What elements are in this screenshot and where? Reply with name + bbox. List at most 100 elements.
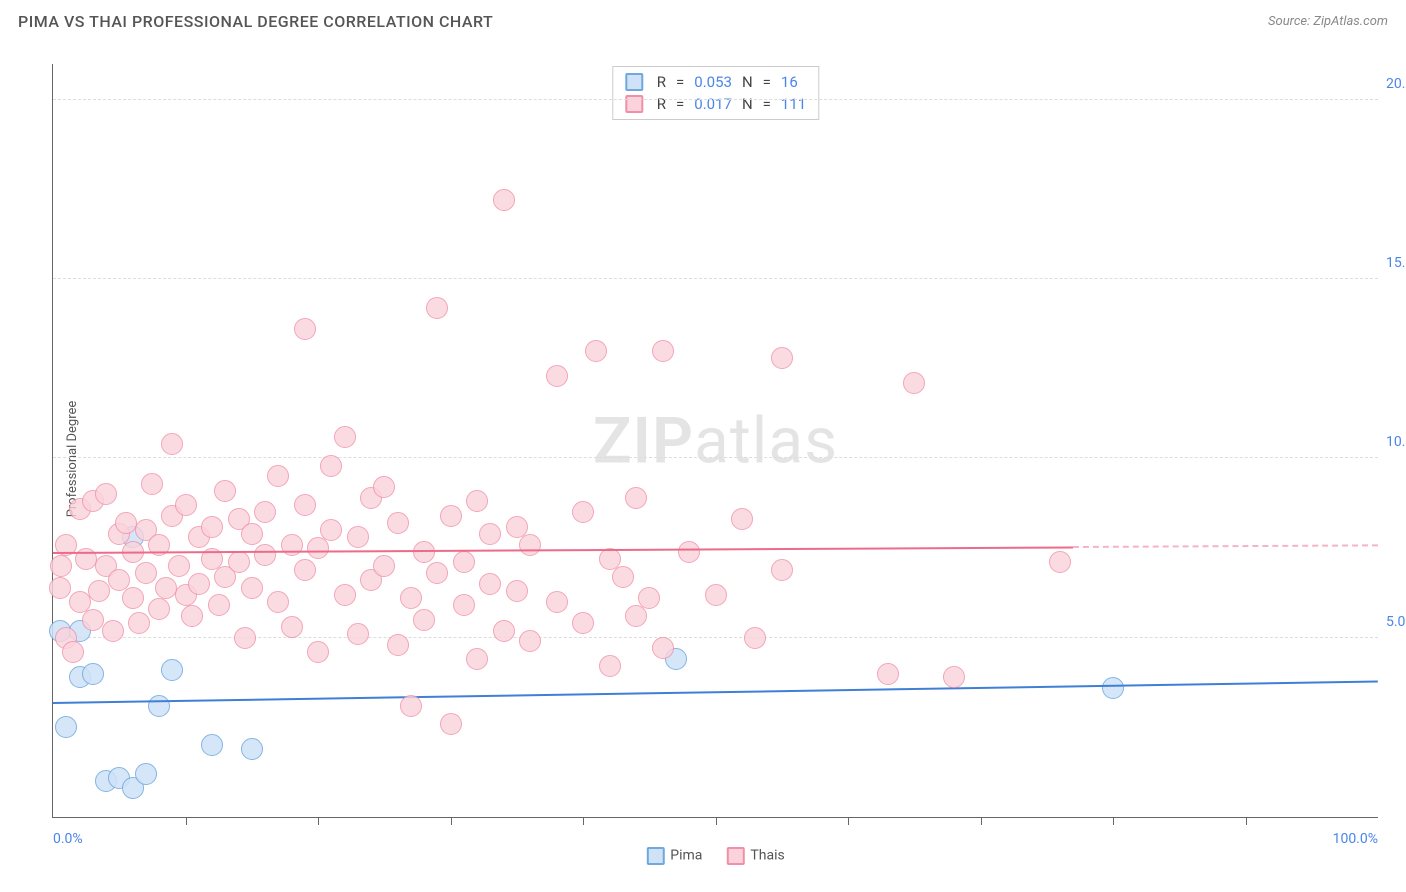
data-point (294, 318, 316, 340)
data-point (387, 512, 409, 534)
data-point (771, 347, 793, 369)
data-point (320, 519, 342, 541)
y-tick-label: 15.0% (1380, 255, 1406, 271)
data-point (479, 523, 501, 545)
data-point (188, 573, 210, 595)
gridline (53, 278, 1378, 279)
stat-label: = (676, 95, 684, 113)
x-tick (981, 817, 982, 825)
data-point (161, 659, 183, 681)
data-point (307, 537, 329, 559)
data-point (546, 365, 568, 387)
data-point (307, 641, 329, 663)
data-point (241, 577, 263, 599)
legend-swatch (646, 847, 664, 865)
data-point (208, 594, 230, 616)
stat-label: = (763, 95, 771, 113)
watermark: ZIPatlas (593, 403, 838, 478)
data-point (426, 297, 448, 319)
data-point (148, 695, 170, 717)
y-tick-label: 5.0% (1380, 614, 1406, 630)
x-tick (186, 817, 187, 825)
stat-value: 16 (781, 73, 806, 91)
data-point (440, 505, 462, 527)
data-point (744, 627, 766, 649)
data-point (387, 634, 409, 656)
data-point (612, 566, 634, 588)
data-point (1102, 677, 1124, 699)
data-point (347, 623, 369, 645)
data-point (241, 738, 263, 760)
data-point (128, 612, 150, 634)
data-point (652, 637, 674, 659)
x-tick (583, 817, 584, 825)
data-point (453, 594, 475, 616)
data-point (55, 716, 77, 738)
data-point (625, 487, 647, 509)
data-point (148, 598, 170, 620)
data-point (426, 562, 448, 584)
chart-source: Source: ZipAtlas.com (1268, 14, 1388, 29)
data-point (267, 591, 289, 613)
data-point (572, 501, 594, 523)
stat-label: N (742, 95, 753, 113)
data-point (155, 577, 177, 599)
data-point (903, 372, 925, 394)
data-point (115, 512, 137, 534)
data-point (877, 663, 899, 685)
data-point (334, 426, 356, 448)
data-point (373, 476, 395, 498)
data-point (141, 473, 163, 495)
data-point (506, 580, 528, 602)
legend-item: Pima (646, 847, 702, 865)
data-point (95, 483, 117, 505)
data-point (373, 555, 395, 577)
data-point (168, 555, 190, 577)
data-point (135, 763, 157, 785)
data-point (493, 620, 515, 642)
data-point (228, 551, 250, 573)
data-point (519, 534, 541, 556)
legend-item: Thais (726, 847, 784, 865)
data-point (400, 587, 422, 609)
data-point (943, 666, 965, 688)
data-point (638, 587, 660, 609)
data-point (466, 648, 488, 670)
stat-label: R (657, 73, 666, 91)
legend-label: Pima (670, 848, 702, 864)
x-tick-label: 100.0% (1333, 831, 1378, 847)
data-point (585, 340, 607, 362)
data-point (453, 551, 475, 573)
trend-line-dashed (1073, 544, 1378, 548)
data-point (161, 433, 183, 455)
data-point (234, 627, 256, 649)
x-tick (451, 817, 452, 825)
data-point (334, 584, 356, 606)
data-point (440, 713, 462, 735)
data-point (122, 587, 144, 609)
data-point (49, 577, 71, 599)
data-point (519, 630, 541, 652)
x-tick (1113, 817, 1114, 825)
data-point (466, 490, 488, 512)
x-tick (318, 817, 319, 825)
x-tick (848, 817, 849, 825)
stats-legend: R=0.053N=16R=0.017N=111 (612, 66, 819, 120)
x-tick (1246, 817, 1247, 825)
data-point (294, 494, 316, 516)
stat-label: = (676, 73, 684, 91)
gridline (53, 99, 1378, 100)
stat-value: 0.017 (694, 95, 732, 113)
data-point (267, 465, 289, 487)
chart-title: PIMA VS THAI PROFESSIONAL DEGREE CORRELA… (18, 12, 493, 31)
data-point (281, 616, 303, 638)
data-point (175, 494, 197, 516)
stat-value: 111 (781, 95, 806, 113)
data-point (400, 695, 422, 717)
y-tick-label: 20.0% (1380, 76, 1406, 92)
data-point (1049, 551, 1071, 573)
data-point (652, 340, 674, 362)
data-point (479, 573, 501, 595)
stat-label: R (657, 95, 666, 113)
data-point (572, 612, 594, 634)
